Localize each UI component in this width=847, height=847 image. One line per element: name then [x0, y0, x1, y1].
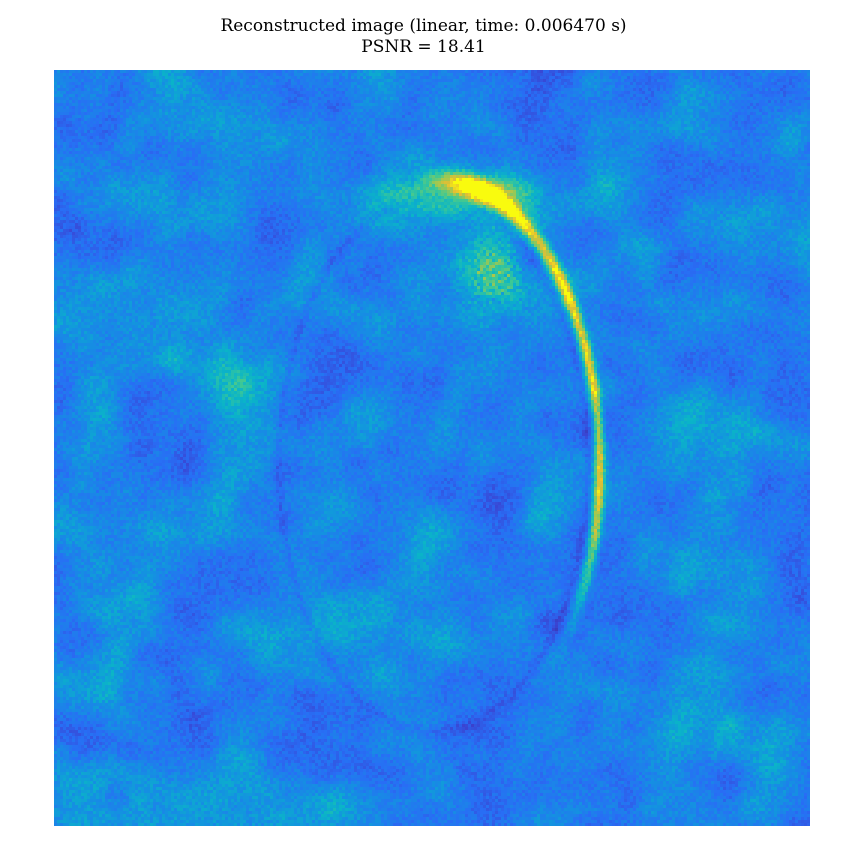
figure-title: Reconstructed image (linear, time: 0.006… — [0, 16, 847, 58]
title-line-2-psnr: PSNR = 18.41 — [361, 37, 486, 57]
title-line-1: Reconstructed image (linear, time: 0.006… — [220, 16, 627, 36]
reconstructed-image-canvas — [54, 70, 810, 826]
reconstructed-image — [54, 70, 810, 826]
